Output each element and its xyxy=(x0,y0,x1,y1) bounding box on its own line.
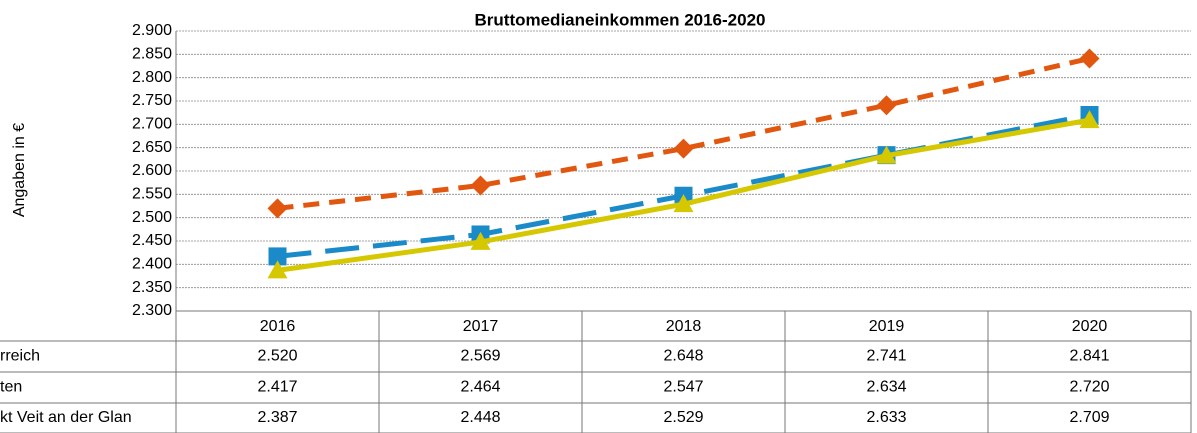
table-cell: 2.841 xyxy=(1069,348,1109,365)
x-tick-label: 2020 xyxy=(1072,318,1108,335)
legend-label: ten xyxy=(0,379,22,396)
x-tick-label: 2018 xyxy=(666,318,702,335)
table-cell: 2.387 xyxy=(257,409,297,426)
table-cell: 2.634 xyxy=(866,379,906,396)
y-tick-label: 2.550 xyxy=(132,186,172,203)
table-cell: 2.741 xyxy=(866,348,906,365)
table-cell: 2.464 xyxy=(460,379,500,396)
y-tick-label: 2.750 xyxy=(132,92,172,109)
table-cell: 2.709 xyxy=(1069,409,1109,426)
legend-label: rreich xyxy=(0,348,40,365)
x-tick-label: 2019 xyxy=(869,318,905,335)
table-cell: 2.520 xyxy=(257,348,297,365)
marker xyxy=(673,194,694,213)
table-cell: 2.720 xyxy=(1069,379,1109,396)
x-tick-label: 2016 xyxy=(260,318,296,335)
marker xyxy=(876,145,897,164)
y-tick-label: 2.650 xyxy=(132,139,172,156)
y-tick-label: 2.700 xyxy=(132,116,172,133)
marker xyxy=(1079,110,1100,129)
y-tick-label: 2.300 xyxy=(132,302,172,319)
y-tick-label: 2.350 xyxy=(132,279,172,296)
marker xyxy=(267,260,288,279)
table-cell: 2.529 xyxy=(663,409,703,426)
chart-title: Bruttomedianeinkommen 2016-2020 xyxy=(475,10,766,29)
y-tick-label: 2.800 xyxy=(132,69,172,86)
y-tick-label: 2.400 xyxy=(132,256,172,273)
table-cell: 2.448 xyxy=(460,409,500,426)
y-tick-label: 2.600 xyxy=(132,162,172,179)
x-tick-label: 2017 xyxy=(463,318,499,335)
table-cell: 2.569 xyxy=(460,348,500,365)
table-cell: 2.547 xyxy=(663,379,703,396)
marker xyxy=(1079,48,1100,69)
table-cell: 2.417 xyxy=(257,379,297,396)
marker xyxy=(268,247,287,266)
line xyxy=(277,112,1090,259)
marker xyxy=(876,95,897,116)
line xyxy=(277,56,1091,211)
y-tick-label: 2.500 xyxy=(132,209,172,226)
legend-label: kt Veit an der Glan xyxy=(0,409,132,426)
marker xyxy=(673,138,694,159)
y-tick-label: 2.850 xyxy=(132,46,172,63)
y-tick-label: 2.450 xyxy=(132,232,172,249)
marker xyxy=(470,175,491,196)
y-axis-label: Angaben in € xyxy=(11,123,28,217)
table-cell: 2.633 xyxy=(866,409,906,426)
marker xyxy=(470,231,491,250)
y-tick-label: 2.900 xyxy=(132,22,172,39)
table-cell: 2.648 xyxy=(663,348,703,365)
marker xyxy=(267,198,288,219)
